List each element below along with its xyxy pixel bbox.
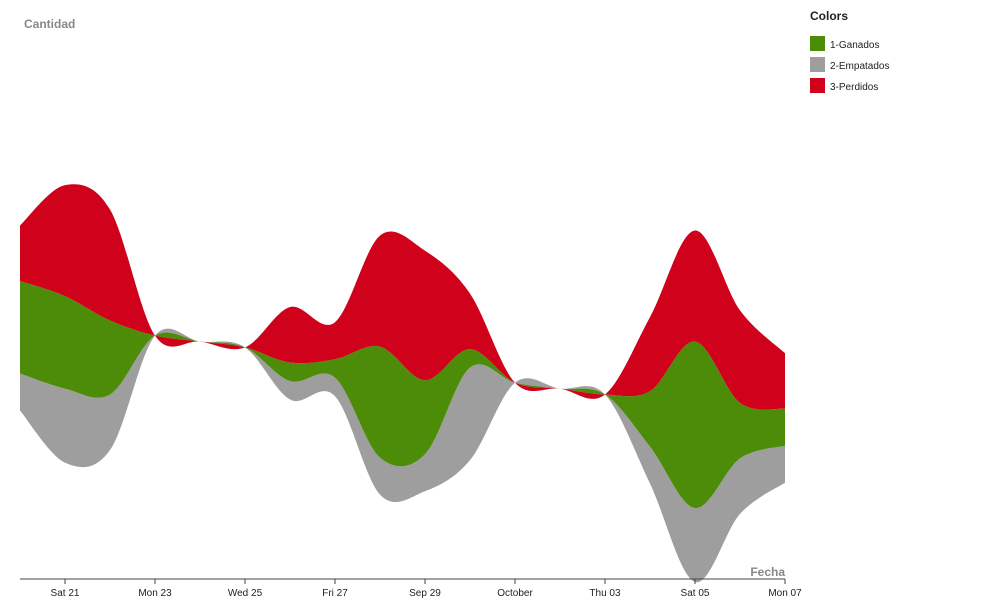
x-axis-ticks: Sat 21 Mon 23 Wed 25 Fri 27 Sep 29 October Thu… <box>51 579 802 599</box>
legend-label: 2-Empatados <box>830 61 889 72</box>
legend-swatch <box>810 57 825 72</box>
x-tick-label: Sep 29 <box>409 588 441 599</box>
legend-swatch <box>810 36 825 51</box>
legend-label: 3-Perdidos <box>830 82 878 93</box>
x-tick-label: Fri 27 <box>322 588 348 599</box>
x-tick-label: Sat 21 <box>51 588 80 599</box>
y-axis-title: Cantidad <box>24 17 75 31</box>
stream-area-2-empatados <box>20 328 785 583</box>
x-tick-label: October <box>497 588 533 599</box>
x-tick-label: Wed 25 <box>228 588 263 599</box>
x-tick-label: Thu 03 <box>589 588 621 599</box>
stream-area-3-perdidos <box>20 184 785 410</box>
legend-label: 1-Ganados <box>830 40 879 51</box>
x-tick-label: Sat 05 <box>681 588 710 599</box>
x-tick-label: Mon 07 <box>768 588 802 599</box>
x-axis-title: Fecha <box>750 565 785 579</box>
x-tick-label: Mon 23 <box>138 588 172 599</box>
legend: Colors 1-Ganados 2-Empatados 3-Perdidos <box>810 9 889 93</box>
stream-area-1-ganados <box>20 281 785 509</box>
legend-title: Colors <box>810 9 848 23</box>
stream-areas <box>20 184 785 583</box>
legend-swatch <box>810 78 825 93</box>
